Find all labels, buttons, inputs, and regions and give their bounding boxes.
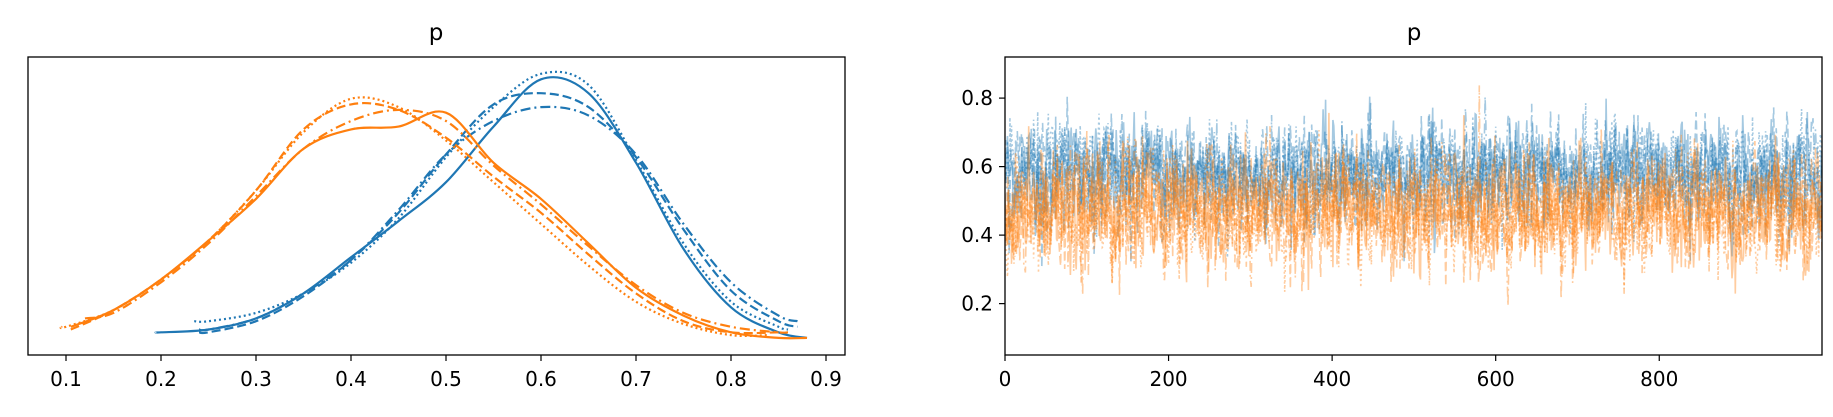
trace-panel: p 0 200 400 600 800 0.2 0.4 0.6 0.8 [961,20,1823,391]
trace-axes-frame [1004,56,1823,356]
trace-line-orange-solid [1005,112,1822,294]
trace-line-orange-dashdot [1005,85,1822,306]
trace-line-blue-solid [1005,96,1822,262]
trace-line-blue-dotted [1005,103,1822,258]
kde-curve-blue-dashdot [198,105,798,332]
kde-x-tick-label: 0.1 [50,367,82,391]
trace-y-tick-label: 0.6 [961,155,993,179]
kde-x-axis: 0.1 0.2 0.3 0.4 0.5 0.6 0.7 0.8 0.9 [50,355,842,391]
trace-x-tick-label: 800 [1640,367,1678,391]
kde-x-tick-label: 0.6 [525,367,557,391]
trace-line-blue-dashed [1005,96,1822,268]
trace-x-tick-label: 0 [999,367,1012,391]
kde-curves [59,70,808,340]
kde-curve-orange-dashdot [84,108,789,334]
trace-x-tick-label: 200 [1149,367,1187,391]
trace-y-axis: 0.2 0.4 0.6 0.8 [961,86,1005,316]
trace-x-tick-label: 400 [1313,367,1351,391]
kde-x-tick-label: 0.9 [810,367,842,391]
trace-x-axis: 0 200 400 600 800 [999,355,1678,391]
kde-x-tick-label: 0.4 [335,367,367,391]
trace-title: p [1407,20,1422,46]
kde-axes-frame [27,56,846,356]
trace-y-tick-label: 0.8 [961,86,993,110]
kde-x-tick-label: 0.2 [145,367,177,391]
kde-x-tick-label: 0.5 [430,367,462,391]
trace-line-blue-dashdot [1005,96,1822,264]
kde-x-tick-label: 0.7 [620,367,652,391]
trace-y-tick-label: 0.2 [961,292,993,316]
trace-lines [1005,85,1822,306]
kde-curve-blue-dashed [198,92,798,335]
trace-line-orange-dashed [1005,129,1822,295]
trace-y-tick-label: 0.4 [961,223,993,247]
kde-x-tick-label: 0.8 [715,367,747,391]
trace-line-orange-dotted [1005,130,1822,292]
kde-curve-blue-dotted [194,70,789,331]
kde-panel: p 0.1 0.2 0.3 0.4 0.5 0.6 0.7 0.8 0.9 [27,20,846,391]
kde-title: p [429,20,444,46]
kde-x-tick-label: 0.3 [240,367,272,391]
trace-x-tick-label: 600 [1477,367,1515,391]
